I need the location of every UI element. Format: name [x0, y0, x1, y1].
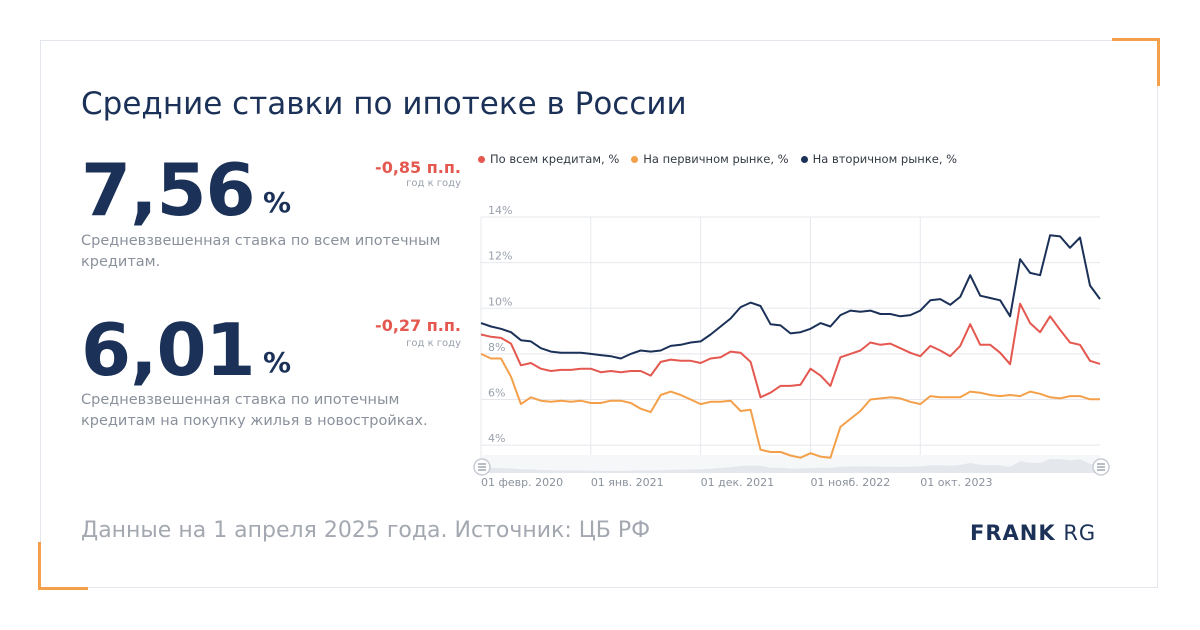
series-line-primary [480, 352, 1100, 459]
navigator-handle-right[interactable] [1092, 458, 1110, 476]
chart-legend: По всем кредитам, % На первичном рынке, … [478, 152, 957, 166]
page-title: Средние ставки по ипотеке в России [81, 86, 687, 122]
kpi-primary-change: -0,27 п.п. [375, 316, 461, 335]
kpi-primary-value: 6,01 [81, 308, 256, 392]
legend-dot-all [478, 155, 485, 163]
x-tick-label: 01 окт. 2023 [920, 476, 992, 489]
legend-dot-primary [631, 155, 639, 163]
y-tick-label: 14% [488, 205, 512, 217]
navigator-area [481, 459, 1100, 473]
kpi-primary-unit: % [263, 346, 292, 379]
logo-light-text: RG [1063, 521, 1097, 545]
brand-logo: FRANK RG [970, 521, 1096, 545]
x-tick-label: 01 дек. 2021 [701, 476, 775, 489]
corner-accent-top-right [1112, 38, 1160, 86]
kpi-all-description: Средневзвешенная ставка по всем ипотечны… [81, 233, 441, 270]
kpi-all-loans: 7,56 % -0,85 п.п. год к году Средневзвеш… [81, 150, 471, 280]
y-tick-label: 6% [488, 387, 505, 400]
legend-item-all[interactable]: По всем кредитам, % [478, 152, 619, 166]
navigator-handle-left[interactable] [473, 458, 491, 476]
x-tick-label: 01 нояб. 2022 [810, 476, 890, 489]
y-tick-label: 10% [488, 295, 512, 308]
legend-dot-secondary [800, 155, 808, 163]
y-tick-label: 8% [488, 341, 505, 354]
series-line-secondary [480, 234, 1101, 360]
kpi-all-value: 7,56 [81, 148, 256, 232]
logo-bold-text: FRANK [970, 521, 1056, 545]
y-tick-label: 4% [488, 432, 505, 445]
kpi-all-change-sub: год к году [406, 178, 461, 189]
y-tick-label: 12% [488, 250, 512, 263]
kpi-all-change: -0,85 п.п. [375, 158, 461, 177]
source-note: Данные на 1 апреля 2025 года. Источник: … [81, 518, 651, 543]
legend-label-secondary: На вторичном рынке, % [812, 152, 958, 166]
kpi-all-unit: % [263, 186, 292, 219]
x-tick-label: 01 февр. 2020 [481, 476, 563, 489]
kpi-primary-change-sub: год к году [406, 338, 461, 349]
corner-accent-bottom-left [38, 542, 88, 590]
legend-label-primary: На первичном рынке, % [643, 152, 789, 166]
legend-item-secondary[interactable]: На вторичном рынке, % [800, 152, 958, 166]
line-chart: 4% 6% 8% 10% 12% 14% 01 февр. 2020 01 янв. 2021… [473, 205, 1110, 489]
legend-item-primary[interactable]: На первичном рынке, % [631, 152, 789, 166]
kpi-primary-description: Средневзвешенная ставка по ипотечным кре… [81, 392, 428, 429]
kpi-primary-market: 6,01 % -0,27 п.п. год к году Средневзвеш… [81, 310, 471, 440]
x-tick-label: 01 янв. 2021 [591, 476, 664, 489]
card-frame [40, 40, 1158, 588]
legend-label-all: По всем кредитам, % [490, 152, 620, 166]
series-line-all [480, 302, 1101, 399]
